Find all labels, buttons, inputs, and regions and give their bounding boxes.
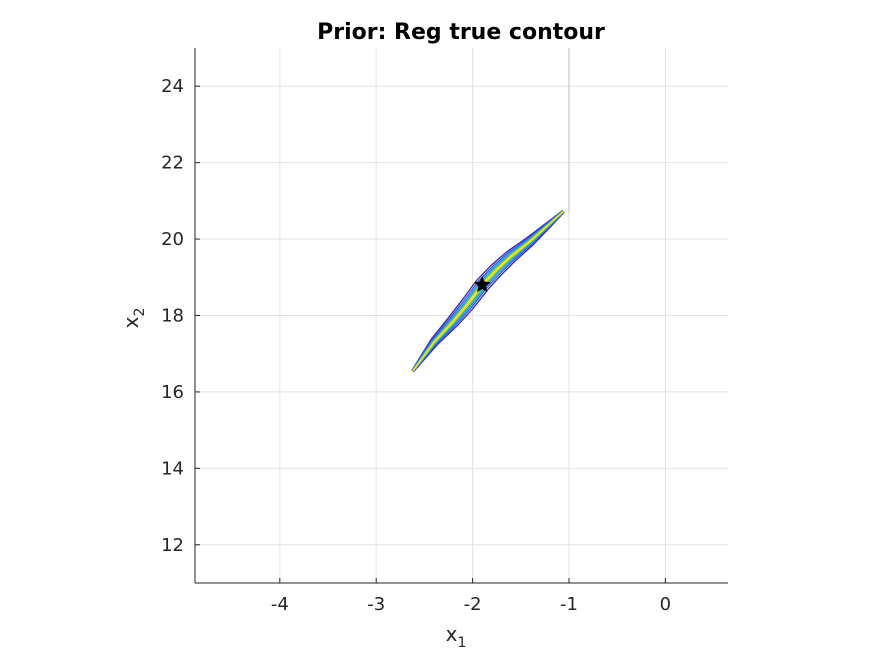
x-tick-label: -1	[560, 594, 578, 615]
star-marker	[473, 276, 491, 293]
contour-plot	[411, 48, 570, 373]
x-tick-label: -3	[367, 594, 385, 615]
y-tick-label: 16	[161, 382, 184, 403]
x-tick-label: -2	[464, 594, 482, 615]
y-tick-label: 18	[161, 306, 184, 327]
y-tick-label: 24	[161, 76, 184, 97]
y-tick-label: 20	[161, 229, 184, 250]
x-tick-label: 0	[660, 594, 671, 615]
x-axis-label: x1	[446, 622, 467, 651]
axes	[194, 48, 728, 584]
tick-labels: -4 -3 -2 -1 0 12 14 16 18 20 22 24	[161, 76, 671, 615]
y-tick-label: 22	[161, 153, 184, 174]
y-tick-label: 12	[161, 535, 184, 556]
y-axis-label: x2	[119, 308, 148, 329]
y-tick-label: 14	[161, 458, 184, 479]
x-tick-label: -4	[271, 594, 289, 615]
contour-level-6	[412, 210, 564, 372]
chart-title: Prior: Reg true contour	[317, 20, 605, 45]
